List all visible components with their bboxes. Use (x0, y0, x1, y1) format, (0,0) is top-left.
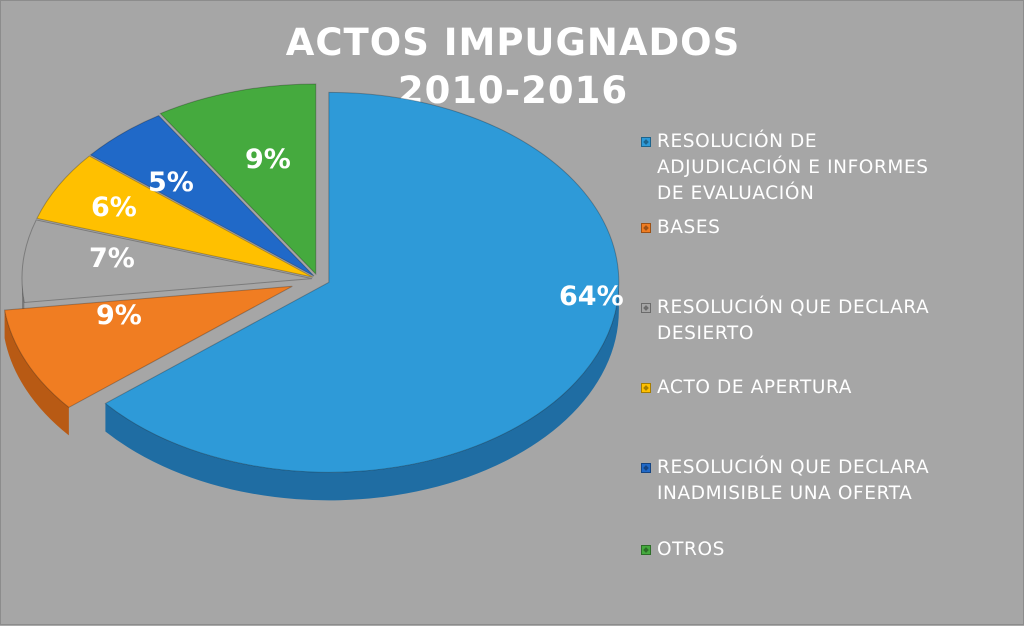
legend-label-line: BASES (657, 217, 721, 238)
pie-slice-6 (159, 83, 317, 276)
legend-label-line: ACTO DE APERTURA (657, 377, 853, 398)
data-label-3: 7% (89, 243, 135, 274)
chart-title-line-1: ACTOS IMPUGNADOS (285, 21, 741, 64)
legend-label-5: RESOLUCIÓN QUE DECLARA INADMISIBLE UNA OF… (657, 455, 929, 507)
pie-tops (3, 83, 620, 473)
legend-item-5: RESOLUCIÓN QUE DECLARA INADMISIBLE UNA OF… (641, 455, 1021, 507)
legend-label-6: OTROS (657, 537, 725, 563)
data-label-1: 64% (559, 281, 624, 312)
chart-title-line-2: 2010-2016 (397, 69, 629, 112)
pie-data-labels: 64% 9% 7% 6% 5% 9% (89, 144, 624, 331)
pie-slice-5 (89, 115, 315, 277)
legend-swatch-2 (641, 223, 651, 233)
legend-label-3: RESOLUCIÓN QUE DECLARA DESIERTO (657, 295, 929, 347)
legend-label-line: RESOLUCIÓN QUE DECLARA (657, 297, 930, 318)
legend-label-line: DESIERTO (657, 323, 754, 344)
legend-item-1: RESOLUCIÓN DE ADJUDICACIÓN E INFORMES DE E… (641, 129, 1021, 207)
legend-item-3: RESOLUCIÓN QUE DECLARA DESIERTO (641, 295, 1021, 347)
legend-label-2: BASES (657, 215, 721, 241)
legend-swatch-5 (641, 463, 651, 473)
legend-label-1: RESOLUCIÓN DE ADJUDICACIÓN E INFORMES DE E… (657, 129, 929, 207)
legend-swatch-1 (641, 137, 651, 147)
pie-slice-1 (104, 91, 620, 473)
legend-swatch-4 (641, 383, 651, 393)
data-label-5: 5% (148, 167, 194, 198)
pie-slice-3 (21, 219, 313, 303)
pie-side-2 (4, 310, 69, 436)
legend-label-line: RESOLUCIÓN DE (657, 131, 818, 152)
legend-swatch-6 (641, 545, 651, 555)
data-label-2: 9% (96, 300, 142, 331)
pie-side-1 (105, 282, 619, 501)
data-label-6: 9% (245, 144, 291, 175)
legend-label-line: OTROS (657, 539, 726, 560)
pie-slice-2 (3, 285, 293, 408)
legend-item-2: BASES (641, 215, 1021, 241)
legend-label-line: RESOLUCIÓN QUE DECLARA (657, 457, 930, 478)
legend-label-line: ADJUDICACIÓN E INFORMES (657, 157, 929, 178)
data-label-4: 6% (91, 192, 137, 223)
chart-title: ACTOS IMPUGNADOS 2010-2016 (1, 19, 1024, 115)
legend-label-4: ACTO DE APERTURA (657, 375, 852, 401)
legend-item-6: OTROS (641, 537, 1021, 563)
pie-slice-4 (36, 155, 313, 278)
legend-item-4: ACTO DE APERTURA (641, 375, 1021, 401)
legend-label-line: INADMISIBLE UNA OFERTA (657, 483, 913, 504)
legend-label-line: DE EVALUACIÓN (657, 183, 815, 204)
legend-swatch-3 (641, 303, 651, 313)
